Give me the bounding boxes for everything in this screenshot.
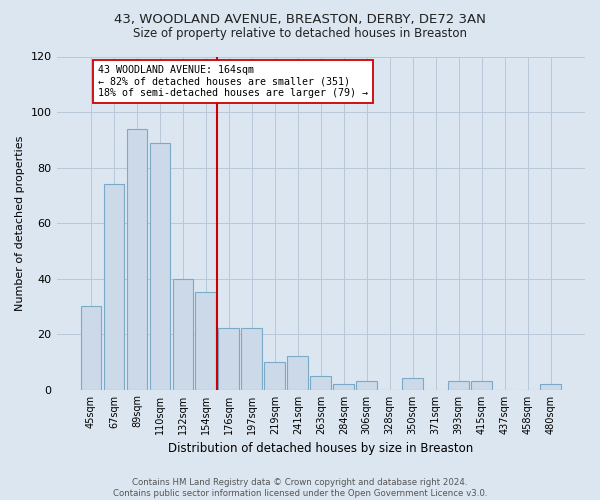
Bar xyxy=(287,356,308,390)
Bar xyxy=(127,128,147,390)
Bar xyxy=(265,362,285,390)
Bar xyxy=(149,142,170,390)
Text: Contains HM Land Registry data © Crown copyright and database right 2024.
Contai: Contains HM Land Registry data © Crown c… xyxy=(113,478,487,498)
Text: 43, WOODLAND AVENUE, BREASTON, DERBY, DE72 3AN: 43, WOODLAND AVENUE, BREASTON, DERBY, DE… xyxy=(114,12,486,26)
X-axis label: Distribution of detached houses by size in Breaston: Distribution of detached houses by size … xyxy=(168,442,473,455)
Bar xyxy=(403,378,423,390)
Y-axis label: Number of detached properties: Number of detached properties xyxy=(15,136,25,310)
Text: Size of property relative to detached houses in Breaston: Size of property relative to detached ho… xyxy=(133,28,467,40)
Bar xyxy=(80,306,101,390)
Text: 43 WOODLAND AVENUE: 164sqm
← 82% of detached houses are smaller (351)
18% of sem: 43 WOODLAND AVENUE: 164sqm ← 82% of deta… xyxy=(98,65,368,98)
Bar xyxy=(334,384,354,390)
Bar xyxy=(241,328,262,390)
Bar xyxy=(196,292,216,390)
Bar xyxy=(356,381,377,390)
Bar xyxy=(310,376,331,390)
Bar xyxy=(448,381,469,390)
Bar xyxy=(540,384,561,390)
Bar xyxy=(472,381,492,390)
Bar xyxy=(173,278,193,390)
Bar xyxy=(218,328,239,390)
Bar xyxy=(104,184,124,390)
